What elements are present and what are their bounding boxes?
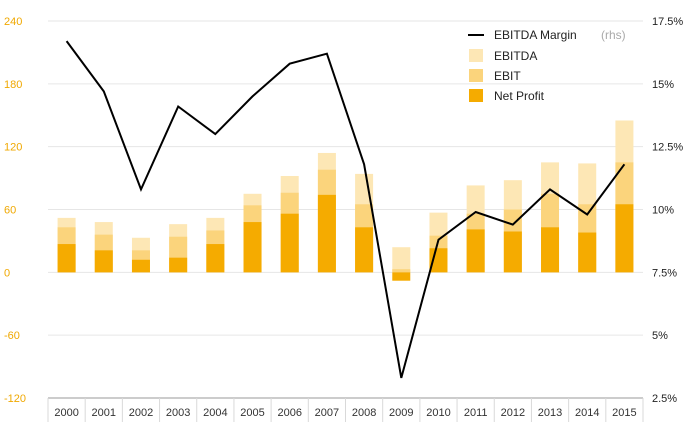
bar-net-profit	[355, 227, 374, 273]
y-right-tick-label: 17.5%	[652, 16, 683, 28]
bar-net-profit	[280, 213, 299, 273]
bar-net-profit	[466, 229, 485, 273]
y-right-tick-label: 7.5%	[652, 267, 677, 279]
x-tick-label: 2003	[166, 407, 190, 419]
x-tick-label: 2008	[352, 407, 376, 419]
bar-net-profit	[131, 259, 150, 273]
bar-net-profit	[169, 257, 188, 273]
legend-label-ebitda-margin: EBITDA Margin	[494, 28, 577, 42]
legend-swatch-ebit	[469, 69, 483, 82]
y-left-tick-label: 0	[4, 267, 10, 279]
x-tick-label: 2015	[612, 407, 636, 419]
x-tick-label: 2001	[92, 407, 116, 419]
bar-net-profit	[57, 244, 76, 273]
y-left-tick-label: 240	[4, 16, 22, 28]
y-right-tick-label: 15%	[652, 79, 674, 91]
ebitda-margin-line	[65, 40, 626, 379]
y-right-tick-label: 5%	[652, 330, 668, 342]
x-tick-label: 2009	[389, 407, 413, 419]
x-tick-label: 2014	[575, 407, 599, 419]
bar-net-profit	[615, 204, 634, 273]
x-tick-label: 2005	[240, 407, 264, 419]
bar-ebitda	[392, 247, 411, 273]
legend-label-ebit: EBIT	[494, 69, 521, 83]
legend-swatch-ebitda	[469, 49, 483, 62]
legend-label-ebitda: EBITDA	[494, 49, 537, 63]
y-left-tick-label: 180	[4, 79, 22, 91]
y-left-tick-label: -120	[4, 393, 26, 405]
bar-net-profit	[243, 222, 262, 273]
margin-line-layer	[65, 40, 626, 379]
bar-net-profit	[392, 272, 411, 281]
x-tick-label: 2006	[277, 407, 301, 419]
x-tick-label: 2007	[315, 407, 339, 419]
x-tick-label: 2002	[129, 407, 153, 419]
bar-ebit	[392, 269, 411, 273]
y-right-tick-label: 10%	[652, 205, 674, 217]
y-left-tick-label: 60	[4, 205, 16, 217]
y-right-tick-label: 2.5%	[652, 393, 677, 405]
y-left-tick-label: -60	[4, 330, 20, 342]
bar-net-profit	[503, 231, 522, 273]
x-tick-label: 2012	[501, 407, 525, 419]
y-left-tick-label: 120	[4, 142, 22, 154]
bars	[57, 120, 634, 281]
bar-net-profit	[94, 250, 113, 273]
legend: EBITDA Margin (rhs) EBITDA EBIT Net Prof…	[468, 28, 626, 103]
bar-net-profit	[541, 227, 560, 273]
x-tick-label: 2011	[464, 407, 488, 419]
bar-net-profit	[578, 232, 597, 273]
x-tick-label: 2004	[203, 407, 227, 419]
y-right-tick-label: 12.5%	[652, 142, 683, 154]
legend-note-rhs: (rhs)	[601, 28, 626, 42]
legend-swatch-net-profit	[469, 89, 483, 102]
bar-net-profit	[317, 194, 336, 273]
x-tick-label: 2013	[538, 407, 562, 419]
x-tick-label: 2000	[54, 407, 78, 419]
bar-net-profit	[206, 244, 225, 273]
legend-label-net-profit: Net Profit	[494, 89, 545, 103]
x-tick-label: 2010	[426, 407, 450, 419]
axes: 240 17.5% 180 15% 120 12.5% 60 10% 0 7.5% -60 5% -12…	[4, 16, 683, 422]
